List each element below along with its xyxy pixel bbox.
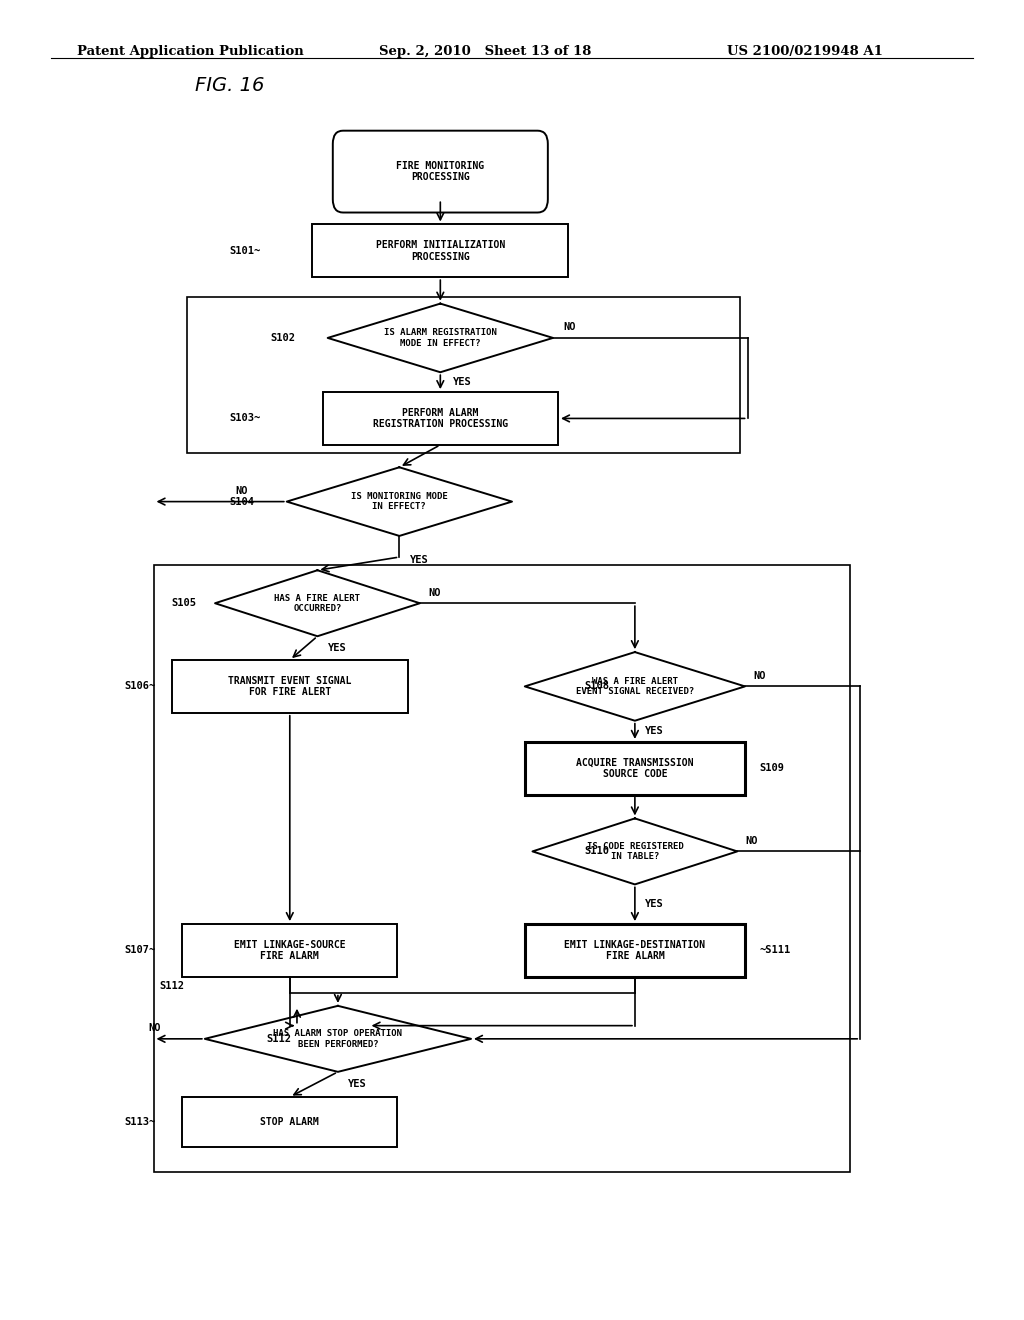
Text: S107~: S107~ (124, 945, 156, 956)
Text: NO: NO (563, 322, 575, 333)
Text: IS CODE REGISTERED
IN TABLE?: IS CODE REGISTERED IN TABLE? (587, 842, 683, 861)
Text: S103~: S103~ (229, 413, 261, 424)
Text: IS MONITORING MODE
IN EFFECT?: IS MONITORING MODE IN EFFECT? (351, 492, 447, 511)
Text: ACQUIRE TRANSMISSION
SOURCE CODE: ACQUIRE TRANSMISSION SOURCE CODE (577, 758, 693, 779)
Text: NO: NO (148, 1023, 161, 1034)
Text: YES: YES (348, 1080, 367, 1089)
Bar (312, 224, 568, 277)
Text: YES: YES (328, 643, 346, 653)
Text: S113~: S113~ (124, 1117, 156, 1127)
Text: NO: NO (745, 836, 758, 846)
Text: FIRE MONITORING
PROCESSING: FIRE MONITORING PROCESSING (396, 161, 484, 182)
Text: NO: NO (754, 671, 766, 681)
Text: IS ALARM REGISTRATION
MODE IN EFFECT?: IS ALARM REGISTRATION MODE IN EFFECT? (384, 329, 497, 347)
Text: YES: YES (645, 726, 664, 737)
Text: TRANSMIT EVENT SIGNAL
FOR FIRE ALERT: TRANSMIT EVENT SIGNAL FOR FIRE ALERT (228, 676, 351, 697)
Text: Sep. 2, 2010   Sheet 13 of 18: Sep. 2, 2010 Sheet 13 of 18 (379, 45, 591, 58)
Text: S101~: S101~ (229, 246, 261, 256)
Bar (172, 660, 408, 713)
Text: YES: YES (410, 554, 428, 565)
Polygon shape (205, 1006, 471, 1072)
Text: Patent Application Publication: Patent Application Publication (77, 45, 303, 58)
Bar (187, 297, 740, 453)
Text: HAS ALARM STOP OPERATION
BEEN PERFORMED?: HAS ALARM STOP OPERATION BEEN PERFORMED? (273, 1030, 402, 1048)
Polygon shape (328, 304, 553, 372)
Bar (182, 1097, 397, 1147)
Text: HAS A FIRE ALERT
OCCURRED?: HAS A FIRE ALERT OCCURRED? (274, 594, 360, 612)
Polygon shape (215, 570, 420, 636)
Text: S108: S108 (585, 681, 609, 692)
Text: ~S111: ~S111 (760, 945, 792, 956)
Text: PERFORM INITIALIZATION
PROCESSING: PERFORM INITIALIZATION PROCESSING (376, 240, 505, 261)
Text: US 2100/0219948 A1: US 2100/0219948 A1 (727, 45, 883, 58)
Text: S104: S104 (229, 496, 254, 507)
Text: EMIT LINKAGE-DESTINATION
FIRE ALARM: EMIT LINKAGE-DESTINATION FIRE ALARM (564, 940, 706, 961)
Text: S105: S105 (172, 598, 197, 609)
Text: NO: NO (428, 587, 440, 598)
Bar (524, 924, 744, 977)
Polygon shape (532, 818, 737, 884)
Bar (154, 565, 850, 1172)
Text: S102: S102 (270, 333, 295, 343)
Polygon shape (524, 652, 745, 721)
Bar (323, 392, 558, 445)
Polygon shape (287, 467, 512, 536)
Bar (524, 742, 744, 795)
Text: EMIT LINKAGE-SOURCE
FIRE ALARM: EMIT LINKAGE-SOURCE FIRE ALARM (233, 940, 346, 961)
Text: STOP ALARM: STOP ALARM (260, 1117, 319, 1127)
Text: S112: S112 (160, 981, 184, 991)
Text: S110: S110 (585, 846, 609, 857)
Text: PERFORM ALARM
REGISTRATION PROCESSING: PERFORM ALARM REGISTRATION PROCESSING (373, 408, 508, 429)
Text: S109: S109 (760, 763, 784, 774)
Text: YES: YES (645, 899, 664, 909)
Bar (182, 924, 397, 977)
Text: FIG. 16: FIG. 16 (195, 77, 264, 95)
Text: YES: YES (453, 378, 471, 387)
Text: S106~: S106~ (124, 681, 156, 692)
FancyBboxPatch shape (333, 131, 548, 213)
Text: WAS A FIRE ALERT
EVENT SIGNAL RECEIVED?: WAS A FIRE ALERT EVENT SIGNAL RECEIVED? (575, 677, 694, 696)
Text: S112: S112 (267, 1034, 292, 1044)
Text: NO: NO (236, 486, 248, 496)
